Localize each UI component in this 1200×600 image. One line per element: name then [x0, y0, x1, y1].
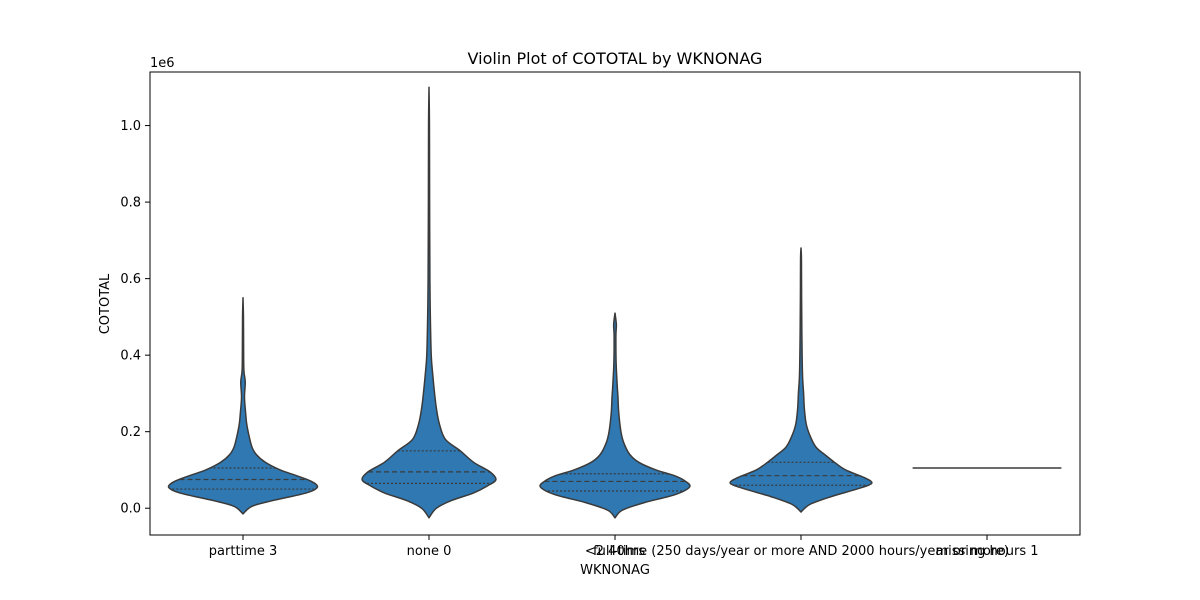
y-offset-label: 1e6 — [150, 56, 175, 71]
x-tick-label: parttime 3 — [209, 544, 277, 559]
violin-body — [361, 86, 497, 519]
x-axis-label: WKNONAG — [580, 563, 650, 578]
violin-body — [167, 297, 319, 515]
violin-group — [167, 86, 1062, 519]
x-tick-label: full-time (250 days/year or more AND 200… — [593, 544, 1009, 559]
y-axis-label: COTOTAL — [98, 273, 113, 334]
y-tick-label: 1.0 — [120, 119, 141, 134]
y-tick-label: 0.0 — [120, 502, 141, 517]
chart-title: Violin Plot of COTOTAL by WKNONAG — [468, 49, 763, 68]
y-axis-ticks: 0.0 0.2 0.4 0.6 0.8 1.0 — [120, 119, 150, 517]
y-tick-label: 0.8 — [120, 196, 141, 211]
violin-body — [539, 312, 691, 519]
y-tick-label: 0.2 — [120, 425, 141, 440]
x-tick-label: none 0 — [407, 544, 452, 559]
x-tick-label: missing hours 1 — [935, 544, 1038, 559]
x-tick-label: <2 40hrs — [585, 544, 645, 559]
y-tick-label: 0.4 — [120, 349, 141, 364]
violin-body — [729, 247, 873, 513]
y-tick-label: 0.6 — [120, 272, 141, 287]
